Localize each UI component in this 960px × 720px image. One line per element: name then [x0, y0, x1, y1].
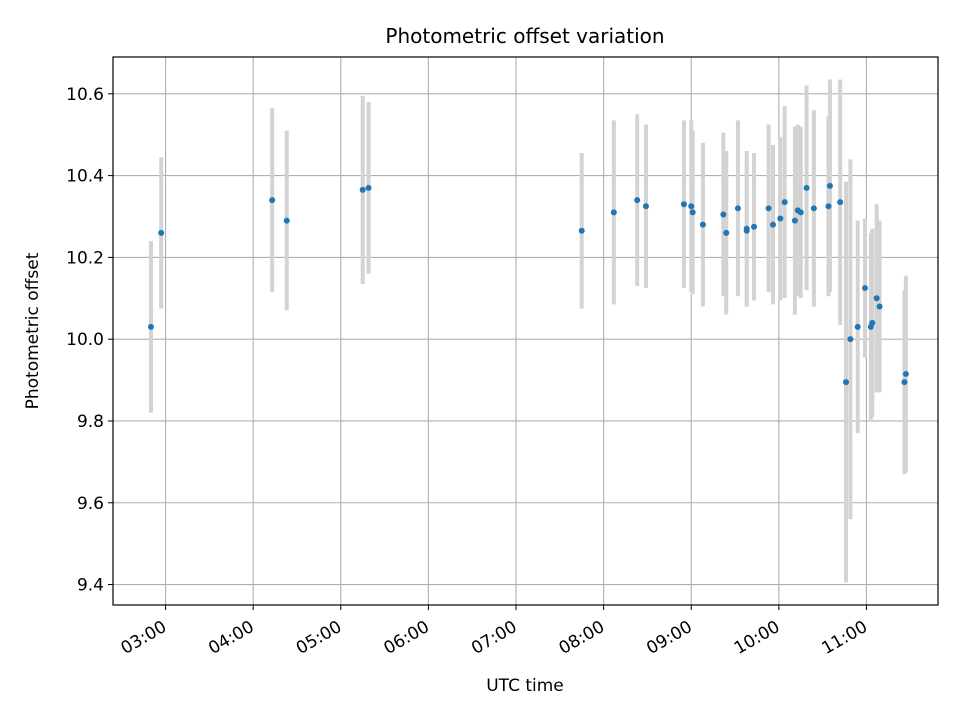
data-point: [765, 205, 772, 212]
data-point: [158, 229, 165, 236]
data-point: [634, 197, 641, 204]
data-point: [825, 203, 832, 210]
data-point: [791, 217, 798, 224]
data-point: [689, 209, 696, 216]
x-tick-label: 04:00: [205, 617, 257, 659]
data-points: [147, 182, 909, 386]
data-point: [777, 215, 784, 222]
data-point: [781, 199, 788, 206]
y-tick-label: 10.4: [66, 167, 104, 187]
data-point: [843, 379, 850, 386]
data-point: [743, 225, 750, 232]
x-tick-label: 08:00: [556, 617, 608, 659]
data-point: [359, 186, 366, 193]
x-tick-label: 10:00: [731, 617, 783, 659]
x-axis-ticks: 03:00 04:00 05:00 06:00 07:00 08:00 09:00 10:00…: [118, 605, 871, 659]
data-point: [826, 182, 833, 189]
data-point: [869, 319, 876, 326]
data-point: [734, 205, 741, 212]
data-point: [365, 184, 372, 191]
plot-frame: [112, 56, 939, 606]
data-point: [797, 209, 804, 216]
x-axis-title: UTC time: [486, 676, 564, 696]
y-tick-label: 10.2: [66, 248, 104, 268]
y-tick-label: 9.6: [77, 494, 104, 514]
data-point: [680, 201, 687, 208]
data-point: [803, 184, 810, 191]
chart-title: Photometric offset variation: [385, 24, 664, 48]
data-point: [723, 229, 730, 236]
error-bars: [148, 79, 908, 583]
x-tick-label: 06:00: [380, 617, 432, 659]
data-point: [902, 370, 909, 377]
y-tick-label: 10.0: [66, 330, 104, 350]
data-point: [720, 211, 727, 218]
data-point: [688, 203, 695, 210]
data-point: [269, 197, 276, 204]
data-point: [283, 217, 290, 224]
y-axis-ticks: 9.4 9.6 9.8 10.0 10.2 10.4 10.6: [66, 85, 113, 596]
data-point: [837, 199, 844, 206]
y-tick-label: 9.4: [77, 576, 104, 596]
data-point: [578, 227, 585, 234]
x-tick-label: 07:00: [468, 617, 520, 659]
data-point: [873, 295, 880, 302]
y-tick-label: 10.6: [66, 85, 104, 105]
data-point: [901, 379, 908, 386]
y-tick-label: 9.8: [77, 412, 104, 432]
data-point: [751, 223, 758, 230]
data-point: [699, 221, 706, 228]
data-point: [810, 205, 817, 212]
data-point: [847, 336, 854, 343]
x-tick-label: 11:00: [819, 617, 871, 659]
y-axis-title: Photometric offset: [23, 252, 43, 409]
data-point: [642, 203, 649, 210]
data-point: [610, 209, 617, 216]
data-point: [770, 221, 776, 228]
data-point: [876, 303, 883, 310]
x-tick-label: 03:00: [118, 617, 170, 659]
data-point: [854, 323, 861, 330]
data-point: [147, 323, 154, 330]
data-point: [861, 285, 868, 292]
x-tick-label: 05:00: [293, 617, 345, 659]
x-tick-label: 09:00: [643, 617, 695, 659]
